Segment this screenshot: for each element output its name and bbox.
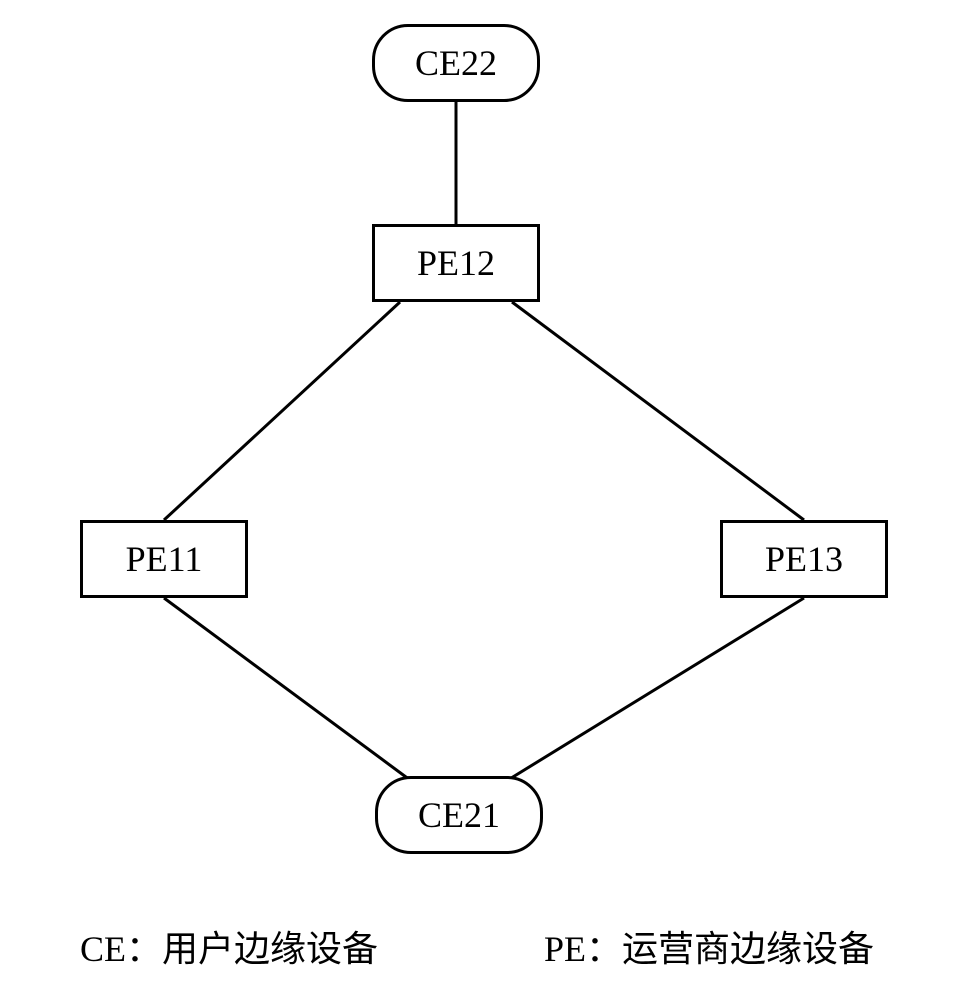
node-ce22: CE22 <box>372 24 540 102</box>
legend-ce: CE：用户边缘设备 <box>80 920 378 972</box>
node-pe12-label: PE12 <box>417 242 495 284</box>
node-pe13-label: PE13 <box>765 538 843 580</box>
edge-pe13-ce21 <box>508 598 804 780</box>
node-pe13: PE13 <box>720 520 888 598</box>
edge-pe11-ce21 <box>164 598 410 780</box>
node-ce21-label: CE21 <box>418 794 500 836</box>
legend-pe-text: PE：运营商边缘设备 <box>544 929 874 969</box>
legend-ce-text: CE：用户边缘设备 <box>80 929 378 969</box>
node-pe11: PE11 <box>80 520 248 598</box>
node-ce22-label: CE22 <box>415 42 497 84</box>
edge-pe12-pe11 <box>164 302 400 520</box>
node-pe12: PE12 <box>372 224 540 302</box>
legend-pe: PE：运营商边缘设备 <box>544 920 874 972</box>
node-ce21: CE21 <box>375 776 543 854</box>
network-diagram: CE22 PE12 PE11 PE13 CE21 CE：用户边缘设备 PE：运营… <box>0 0 978 1000</box>
node-pe11-label: PE11 <box>126 538 203 580</box>
edge-pe12-pe13 <box>512 302 804 520</box>
